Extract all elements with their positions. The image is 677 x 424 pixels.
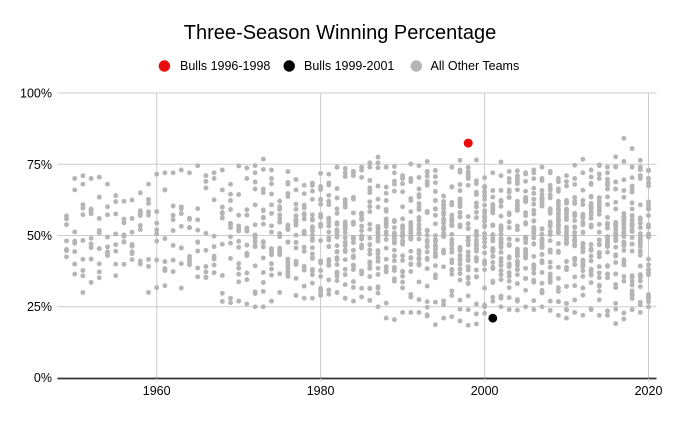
svg-text:2000: 2000 [471, 384, 499, 398]
svg-text:50%: 50% [27, 229, 52, 243]
svg-text:75%: 75% [27, 158, 52, 172]
svg-text:1960: 1960 [143, 384, 171, 398]
svg-text:0%: 0% [34, 371, 52, 385]
svg-text:Bulls 1996-1998: Bulls 1996-1998 [180, 59, 270, 73]
svg-text:25%: 25% [27, 300, 52, 314]
svg-text:Three-Season Winning Percentag: Three-Season Winning Percentage [184, 22, 496, 44]
svg-text:Bulls 1999-2001: Bulls 1999-2001 [304, 59, 394, 73]
svg-text:1980: 1980 [307, 384, 335, 398]
svg-text:2020: 2020 [635, 384, 663, 398]
svg-text:100%: 100% [20, 87, 52, 101]
svg-text:All Other Teams: All Other Teams [431, 59, 520, 73]
